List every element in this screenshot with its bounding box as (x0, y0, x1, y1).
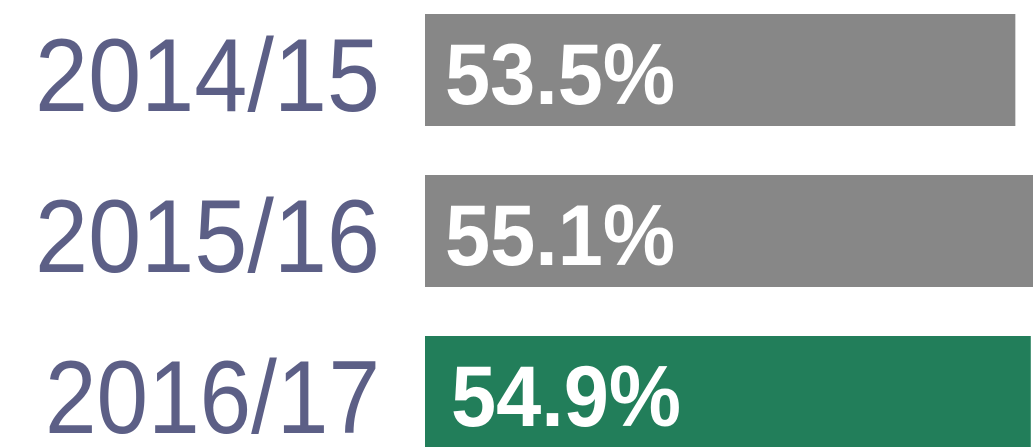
value-label: 54.9% (451, 349, 681, 445)
bar (425, 336, 1031, 447)
category-label: 2015/16 (35, 179, 380, 295)
value-label: 53.5% (445, 27, 675, 123)
bar (425, 14, 1016, 126)
value-label: 55.1% (445, 188, 675, 284)
category-label: 2014/15 (35, 18, 380, 134)
category-label: 2016/17 (45, 340, 380, 447)
bar (425, 175, 1033, 287)
